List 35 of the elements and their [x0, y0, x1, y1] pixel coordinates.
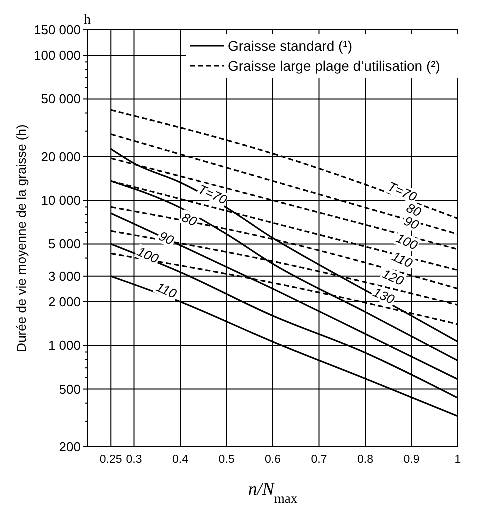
annotation: 110 — [390, 248, 416, 272]
legend-label: Graisse standard (¹) — [228, 38, 352, 54]
x-tick-label: 1 — [454, 454, 462, 466]
annotation: 110 — [154, 279, 180, 302]
annotation: T=70 — [386, 178, 420, 206]
y-tick-label: 10 000 — [41, 193, 81, 208]
annotation: 130 — [371, 284, 398, 308]
x-tick-label: 0.3 — [126, 454, 142, 466]
annotation: 90 — [156, 228, 177, 248]
x-tick-label: 0.25 — [100, 454, 122, 466]
y-tick-label: 150 000 — [34, 22, 81, 38]
x-tick-label: 0.4 — [172, 454, 190, 466]
y-tick-label: 100 000 — [34, 48, 81, 64]
y-tick-label: 5 000 — [48, 236, 81, 252]
x-tick-label: 0.5 — [218, 454, 235, 466]
x-axis-title: n/N$_{max}$ — [248, 479, 298, 506]
y-tick-label: 200 — [59, 440, 81, 454]
x-tick-label: 0.7 — [311, 454, 328, 466]
x-tick-label: 0.9 — [404, 454, 420, 466]
annotation: 100 — [394, 230, 421, 254]
legend-label: Graisse large plage d’utilisation (²) — [228, 58, 440, 74]
annotation: T=70 — [196, 182, 230, 208]
annotation: 120 — [380, 266, 407, 290]
y-tick-label: 500 — [59, 382, 81, 397]
x-tick-label: 0.8 — [358, 454, 374, 466]
x-tick-label: 0.6 — [265, 454, 281, 466]
y-tick-label: 2 000 — [48, 294, 81, 310]
text: h — [84, 13, 91, 28]
y-tick-label: 3 000 — [48, 268, 81, 284]
y-axis-title: Durée de vie moyenne de la graisse (h) — [14, 124, 29, 352]
y-tick-label: 50 000 — [41, 92, 81, 107]
annotation: 100 — [135, 244, 162, 267]
y-tick-label: 20 000 — [41, 149, 81, 164]
y-tick-label: 1 000 — [48, 338, 81, 354]
annotation: 80 — [180, 210, 200, 230]
